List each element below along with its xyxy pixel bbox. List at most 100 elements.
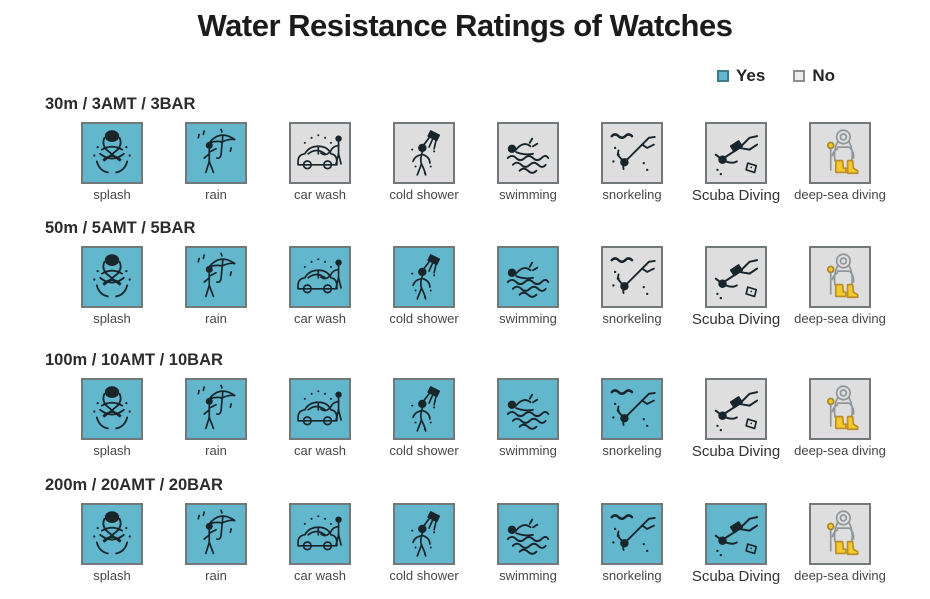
activity-label: cold shower (389, 443, 459, 458)
activity-label: snorkeling (602, 443, 662, 458)
tile-snorkeling (601, 122, 663, 184)
legend: Yes No (717, 66, 835, 86)
cell-splash: splash (81, 246, 143, 328)
activity-label: rain (205, 443, 227, 458)
cell-car-wash: car wash (289, 378, 351, 460)
scuba-diving-icon (709, 382, 763, 436)
cell-swimming: swimming (497, 246, 559, 328)
activity-label: swimming (499, 311, 557, 326)
activity-label: snorkeling (602, 311, 662, 326)
tile-cold-shower (393, 246, 455, 308)
scuba-diving-icon (709, 507, 763, 561)
rating-row-50m: 50m / 5AMT / 5BAR splash rain car wash c… (0, 219, 930, 328)
activity-label: snorkeling (602, 187, 662, 202)
activity-label: splash (93, 311, 131, 326)
tile-rain (185, 378, 247, 440)
scuba-diving-icon (709, 250, 763, 304)
swimming-icon (501, 250, 555, 304)
activity-label: Scuba Diving (691, 568, 781, 585)
legend-no-label: No (812, 66, 835, 85)
cell-scuba-diving: Scuba Diving (692, 122, 780, 204)
page-title: Water Resistance Ratings of Watches (197, 8, 733, 43)
activity-label: splash (93, 568, 131, 583)
tile-swimming (497, 503, 559, 565)
tile-car-wash (289, 246, 351, 308)
cell-cold-shower: cold shower (389, 378, 459, 460)
cell-cold-shower: cold shower (389, 503, 459, 585)
cell-snorkeling: snorkeling (601, 503, 663, 585)
cell-scuba-diving: Scuba Diving (692, 378, 780, 460)
activity-label: rain (205, 568, 227, 583)
tile-swimming (497, 122, 559, 184)
cell-deep-sea-diving: deep-sea diving (794, 122, 886, 204)
tile-car-wash (289, 122, 351, 184)
cell-car-wash: car wash (289, 246, 351, 328)
deep-sea-diving-icon (813, 382, 867, 436)
cell-rain: rain (185, 122, 247, 204)
activity-label: swimming (499, 443, 557, 458)
tile-snorkeling (601, 503, 663, 565)
row-cells: splash rain car wash cold shower swimmin… (0, 378, 930, 460)
activity-label: Scuba Diving (691, 443, 781, 460)
activity-label: splash (93, 443, 131, 458)
tile-car-wash (289, 378, 351, 440)
swimming-icon (501, 382, 555, 436)
tile-rain (185, 122, 247, 184)
tile-swimming (497, 246, 559, 308)
cold-shower-icon (397, 250, 451, 304)
tile-car-wash (289, 503, 351, 565)
cell-snorkeling: snorkeling (601, 122, 663, 204)
tile-deep-sea-diving (809, 503, 871, 565)
rain-icon (189, 126, 243, 180)
activity-label: rain (205, 311, 227, 326)
yes-swatch-icon (717, 70, 730, 82)
activity-label: car wash (293, 311, 347, 326)
row-header-100m: 100m / 10AMT / 10BAR (45, 351, 223, 369)
rain-icon (189, 507, 243, 561)
tile-cold-shower (393, 378, 455, 440)
row-header-200m: 200m / 20AMT / 20BAR (45, 476, 223, 494)
row-cells: splash rain car wash cold shower swimmin… (0, 503, 930, 585)
car-wash-icon (293, 382, 347, 436)
rain-icon (189, 250, 243, 304)
activity-label: cold shower (389, 568, 459, 583)
swimming-icon (501, 507, 555, 561)
snorkeling-icon (605, 507, 659, 561)
activity-label: cold shower (389, 311, 459, 326)
activity-label: cold shower (389, 187, 459, 202)
splash-icon (85, 250, 139, 304)
cell-car-wash: car wash (289, 503, 351, 585)
cell-rain: rain (185, 246, 247, 328)
tile-splash (81, 378, 143, 440)
scuba-diving-icon (709, 126, 763, 180)
snorkeling-icon (605, 250, 659, 304)
tile-splash (81, 246, 143, 308)
rating-row-200m: 200m / 20AMT / 20BAR splash rain car was… (0, 476, 930, 585)
cell-deep-sea-diving: deep-sea diving (794, 378, 886, 460)
activity-label: deep-sea diving (794, 568, 886, 583)
row-header-30m: 30m / 3AMT / 3BAR (45, 95, 196, 113)
cold-shower-icon (397, 382, 451, 436)
cold-shower-icon (397, 507, 451, 561)
activity-label: car wash (293, 443, 347, 458)
cell-cold-shower: cold shower (389, 246, 459, 328)
activity-label: rain (205, 187, 227, 202)
cell-rain: rain (185, 378, 247, 460)
row-cells: splash rain car wash cold shower swimmin… (0, 122, 930, 204)
cell-snorkeling: snorkeling (601, 378, 663, 460)
cell-swimming: swimming (497, 122, 559, 204)
cell-deep-sea-diving: deep-sea diving (794, 246, 886, 328)
tile-rain (185, 246, 247, 308)
cell-splash: splash (81, 122, 143, 204)
deep-sea-diving-icon (813, 250, 867, 304)
tile-deep-sea-diving (809, 122, 871, 184)
cold-shower-icon (397, 126, 451, 180)
snorkeling-icon (605, 382, 659, 436)
tile-scuba-diving (705, 246, 767, 308)
tile-scuba-diving (705, 122, 767, 184)
tile-cold-shower (393, 503, 455, 565)
splash-icon (85, 382, 139, 436)
cell-scuba-diving: Scuba Diving (692, 503, 780, 585)
cell-swimming: swimming (497, 378, 559, 460)
tile-deep-sea-diving (809, 378, 871, 440)
